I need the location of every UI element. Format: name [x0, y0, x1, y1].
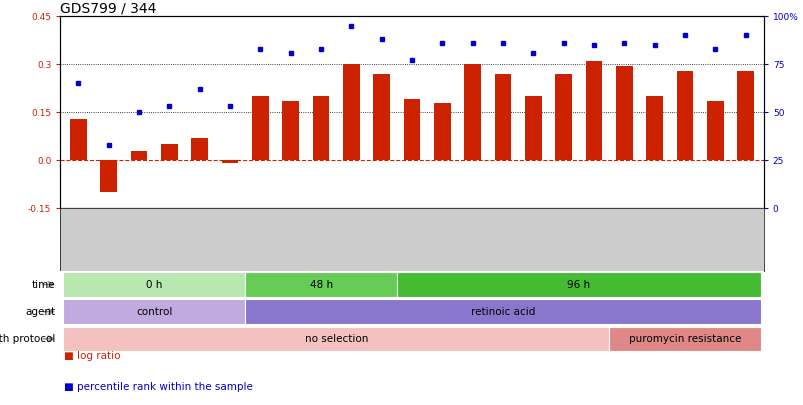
Text: growth protocol: growth protocol	[0, 334, 55, 344]
Text: ■ log ratio: ■ log ratio	[64, 352, 120, 361]
Text: agent: agent	[26, 307, 55, 317]
Bar	[100, 160, 117, 192]
Bar	[252, 96, 268, 160]
Bar	[706, 101, 723, 160]
Bar	[397, 272, 760, 297]
Text: control: control	[136, 307, 173, 317]
Text: GDS799 / 344: GDS799 / 344	[60, 1, 157, 15]
Bar	[245, 272, 397, 297]
Text: retinoic acid: retinoic acid	[471, 307, 535, 317]
Bar	[524, 96, 541, 160]
Text: 48 h: 48 h	[309, 279, 332, 290]
Bar	[585, 61, 601, 160]
Bar	[312, 96, 329, 160]
Bar	[131, 151, 147, 160]
Bar	[646, 96, 662, 160]
Bar	[161, 144, 177, 160]
Bar	[736, 70, 753, 160]
Text: ■ percentile rank within the sample: ■ percentile rank within the sample	[64, 382, 253, 392]
Text: time: time	[32, 279, 55, 290]
Bar	[615, 66, 632, 160]
Bar	[464, 64, 480, 160]
Bar	[63, 299, 245, 324]
Text: no selection: no selection	[304, 334, 368, 344]
Text: 96 h: 96 h	[567, 279, 589, 290]
Bar	[494, 74, 511, 160]
Bar	[222, 160, 238, 163]
Bar	[282, 101, 299, 160]
Bar	[434, 102, 450, 160]
Bar	[555, 74, 571, 160]
Text: puromycin resistance: puromycin resistance	[628, 334, 740, 344]
Bar	[373, 74, 389, 160]
Bar	[609, 326, 760, 351]
Bar	[63, 272, 245, 297]
Bar	[70, 119, 87, 160]
Text: 0 h: 0 h	[146, 279, 162, 290]
Bar	[191, 138, 208, 160]
Bar	[63, 326, 609, 351]
Bar	[676, 70, 692, 160]
Bar	[403, 99, 420, 160]
Bar	[245, 299, 760, 324]
Bar	[343, 64, 359, 160]
